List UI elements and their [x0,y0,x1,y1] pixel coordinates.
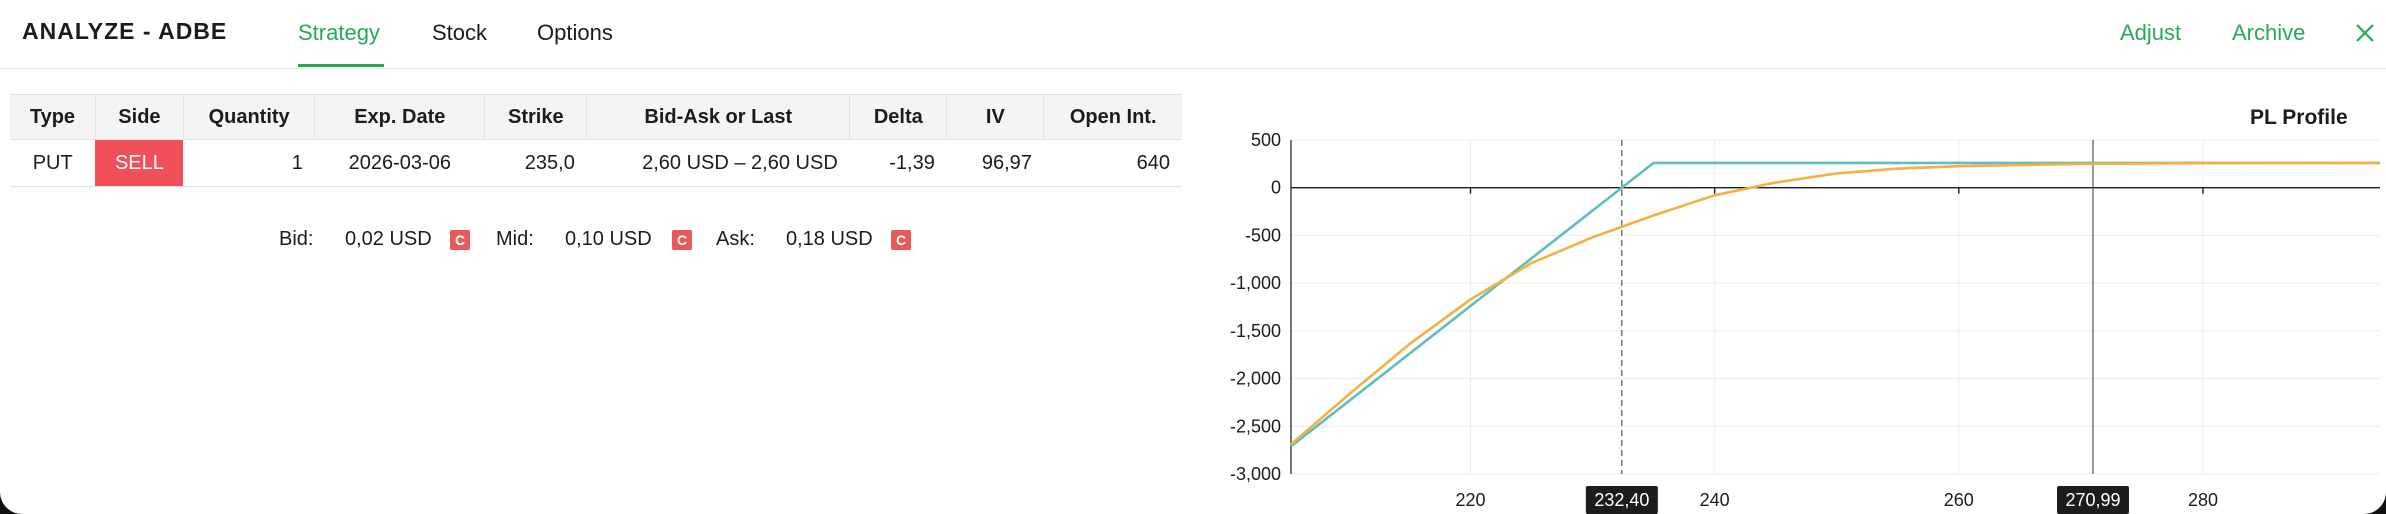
x-tick-label: 280 [2188,490,2218,510]
chart-title: PL Profile [2250,106,2348,129]
archive-button[interactable]: Archive [2232,20,2306,45]
ask-value: 0,18 USD [786,228,873,250]
y-tick-label: -1,000 [1230,273,1281,293]
tab-options[interactable]: Options [537,20,613,45]
column-header-open-int: Open Int. [1043,94,1182,140]
pl-profile-chart[interactable]: 500 0 -500 -1,000 -1,500 -2,000 -2,500 -3,000 22… [1190,120,2386,514]
bid-copy-badge[interactable]: C [450,230,470,250]
marker-label: 232,40 [1594,490,1649,510]
column-header-type: Type [10,94,96,140]
column-header-strike: Strike [484,94,588,140]
y-tick-label: -1,500 [1230,321,1281,341]
marker-badge [2056,486,2129,514]
tab-strategy[interactable]: Strategy [298,20,380,45]
cell-bid-ask: 2,60 USD – 2,60 USD [586,139,850,187]
cell-type: PUT [10,139,96,187]
cell-iv: 96,97 [946,139,1044,187]
bid-label: Bid: [279,228,314,250]
today-pl-line [1290,161,2381,446]
mid-value: 0,10 USD [565,228,652,250]
cell-quantity: 1 [183,139,315,187]
column-header-exp-date: Exp. Date [314,94,486,140]
header-bar: ANALYZE - ADBE Strategy Stock Options Ad… [0,0,2386,69]
cell-strike: 235,0 [484,139,587,187]
y-tick-label: 500 [1251,130,1281,150]
marker-label: 270,99 [2065,490,2120,510]
y-tick-label: -500 [1245,225,1281,245]
mid-label: Mid: [496,228,534,250]
y-tick-label: -2,500 [1230,416,1281,436]
x-tick-label: 260 [1944,490,1974,510]
column-header-iv: IV [946,94,1045,140]
marker-badge [1585,486,1658,514]
x-tick-label: 220 [1455,490,1485,510]
close-icon[interactable] [2354,22,2376,44]
table-row[interactable]: PUT SELL 1 2026-03-06 235,0 2,60 USD – 2… [10,139,1182,187]
column-header-bid-ask: Bid-Ask or Last [586,94,851,140]
mid-copy-badge[interactable]: C [672,230,692,250]
cell-delta: -1,39 [849,139,947,187]
active-tab-indicator [298,64,384,67]
column-header-delta: Delta [849,94,948,140]
y-tick-label: 0 [1271,178,1281,198]
page-title: ANALYZE - ADBE [22,18,228,44]
y-tick-label: -3,000 [1230,464,1281,484]
bid-value: 0,02 USD [345,228,432,250]
adjust-button[interactable]: Adjust [2120,20,2182,45]
ask-label: Ask: [716,228,755,250]
strategy-table: Type Side Quantity Exp. Date Strike Bid-… [10,94,1182,187]
tab-stock[interactable]: Stock [432,20,488,45]
table-header-row: Type Side Quantity Exp. Date Strike Bid-… [10,94,1182,140]
y-tick-label: -2,000 [1230,369,1281,389]
cell-open-int: 640 [1043,139,1182,187]
ask-copy-badge[interactable]: C [891,230,911,250]
x-tick-label: 240 [1700,490,1730,510]
expiry-pl-line [1290,161,2380,448]
column-header-side: Side [95,94,184,140]
column-header-quantity: Quantity [183,94,316,140]
side-badge-sell[interactable]: SELL [95,139,184,187]
cell-exp-date: 2026-03-06 [314,139,485,187]
